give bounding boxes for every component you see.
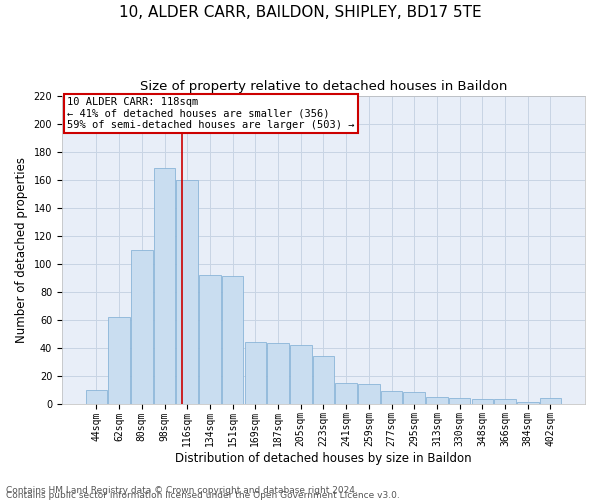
- Bar: [472, 400, 493, 404]
- Text: Contains public sector information licensed under the Open Government Licence v3: Contains public sector information licen…: [6, 491, 400, 500]
- Bar: [222, 276, 244, 404]
- Bar: [267, 344, 289, 404]
- Bar: [403, 392, 425, 404]
- Bar: [86, 390, 107, 404]
- Bar: [517, 402, 539, 404]
- Y-axis label: Number of detached properties: Number of detached properties: [15, 156, 28, 342]
- Bar: [245, 342, 266, 404]
- Bar: [199, 275, 221, 404]
- Bar: [131, 250, 152, 404]
- Bar: [313, 356, 334, 404]
- Bar: [494, 400, 516, 404]
- Bar: [176, 180, 198, 404]
- Bar: [426, 396, 448, 404]
- Bar: [109, 317, 130, 404]
- Bar: [449, 398, 470, 404]
- Bar: [539, 398, 561, 404]
- Bar: [358, 384, 380, 404]
- Text: 10, ALDER CARR, BAILDON, SHIPLEY, BD17 5TE: 10, ALDER CARR, BAILDON, SHIPLEY, BD17 5…: [119, 5, 481, 20]
- Bar: [381, 391, 403, 404]
- Text: Contains HM Land Registry data © Crown copyright and database right 2024.: Contains HM Land Registry data © Crown c…: [6, 486, 358, 495]
- Text: 10 ALDER CARR: 118sqm
← 41% of detached houses are smaller (356)
59% of semi-det: 10 ALDER CARR: 118sqm ← 41% of detached …: [67, 97, 355, 130]
- Bar: [335, 382, 357, 404]
- Bar: [290, 345, 311, 404]
- Title: Size of property relative to detached houses in Baildon: Size of property relative to detached ho…: [140, 80, 507, 93]
- X-axis label: Distribution of detached houses by size in Baildon: Distribution of detached houses by size …: [175, 452, 472, 465]
- Bar: [154, 168, 175, 404]
